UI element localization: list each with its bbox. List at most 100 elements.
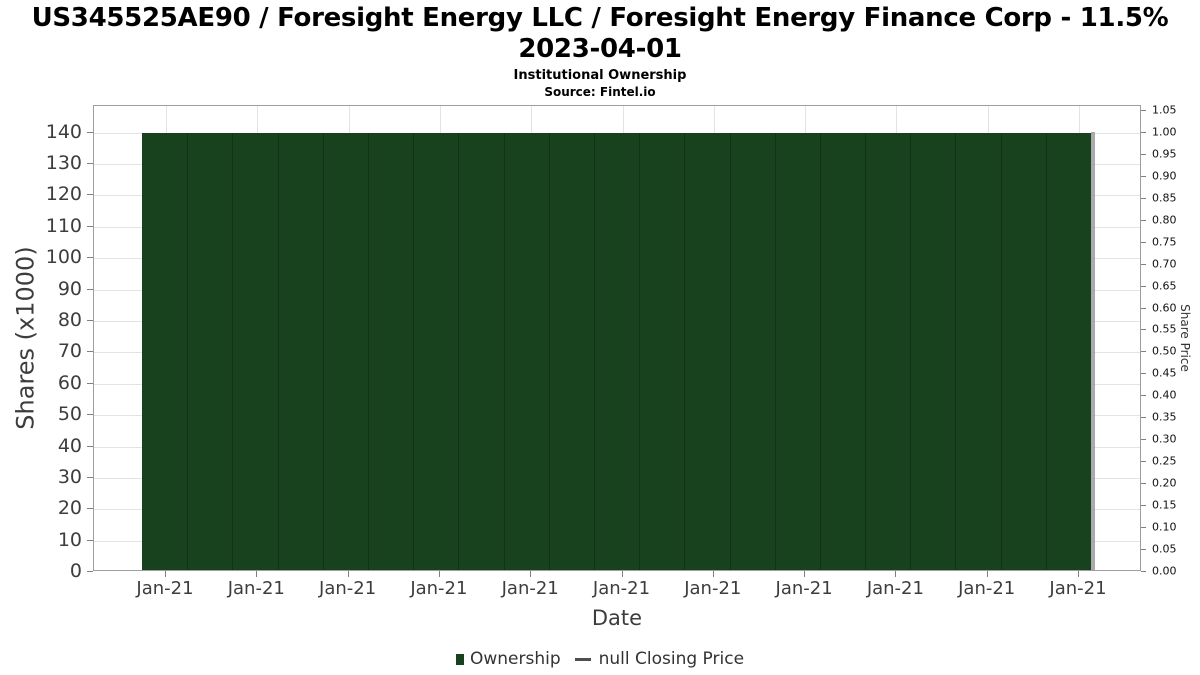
bar-separator [774,132,776,570]
right-tick-label: 0.30 [1152,432,1177,446]
right-tick-label: 0.95 [1152,147,1177,161]
left-tick-mark [87,194,93,196]
right-tick-label: 0.25 [1152,454,1177,468]
right-tick-label: 0.15 [1152,498,1177,512]
right-axis-title-text: Share Price [1178,304,1192,372]
right-tick-mark [1141,307,1146,309]
x-tick-label: Jan-21 [775,578,833,599]
right-tick-mark [1141,285,1146,287]
x-tick-mark [804,571,806,577]
right-tick-mark [1141,527,1146,529]
right-tick-mark [1141,483,1146,485]
legend-ownership-label: Ownership [469,649,561,669]
right-tick-mark [1141,417,1146,419]
left-tick-mark [87,571,93,572]
x-tick-label: Jan-21 [227,578,285,599]
bar-separator [458,132,460,570]
bar-separator [187,132,189,570]
right-tick-mark [1141,109,1146,111]
bar-separator [413,132,415,570]
right-axis-title: Share Price [1168,105,1200,571]
left-tick-mark [87,476,93,478]
x-tick-mark [621,571,623,577]
left-tick-label: 20 [57,497,82,520]
left-tick-label: 130 [45,152,82,175]
right-tick-label: 0.85 [1152,191,1177,205]
left-tick-label: 120 [45,183,82,206]
bar-separator [322,132,324,570]
left-tick-label: 90 [57,277,82,300]
right-tick-label: 0.05 [1152,542,1177,556]
x-tick-label: Jan-21 [410,578,468,599]
left-tick-label: 70 [57,340,82,363]
chart-subtitle: Institutional Ownership [513,68,687,83]
right-tick-label: 0.80 [1152,213,1177,227]
x-tick-mark [438,571,440,577]
bar-separator [232,132,234,570]
left-tick-mark [87,288,93,290]
right-tick-label: 0.45 [1152,366,1177,380]
right-tick-mark [1141,373,1146,375]
right-tick-label: 1.05 [1152,103,1177,117]
right-tick-mark [1141,241,1146,243]
x-tick-mark [530,571,532,577]
left-tick-mark [87,163,93,165]
right-tick-mark [1141,351,1146,353]
right-tick-label: 1.00 [1152,125,1177,139]
chart-title: US345525AE90 / Foresight Energy LLC / Fo… [0,3,1200,65]
legend-ownership-swatch [455,653,464,665]
left-tick-label: 10 [57,528,82,551]
bar-separator [639,132,641,570]
right-tick-mark [1141,395,1146,397]
left-tick-mark [87,225,93,227]
right-tick-label: 0.65 [1152,279,1177,292]
left-tick-mark [87,414,93,416]
left-tick-mark [87,508,93,510]
legend: Ownership null Closing Price [0,646,1200,672]
right-tick-mark [1141,197,1146,199]
x-tick-mark [347,571,349,577]
left-tick-mark [87,445,93,447]
bar-separator [684,132,686,570]
bar-separator [548,132,550,570]
bar-separator [955,132,957,570]
bar-separator [729,132,731,570]
right-tick-mark [1141,153,1146,155]
bar-separator [865,132,866,570]
x-tick-mark [712,571,714,577]
right-tick-label: 0.00 [1152,564,1177,578]
right-tick-mark [1141,263,1146,265]
bar-separator [819,132,821,570]
chart-title-line1: US345525AE90 / Foresight Energy LLC / Fo… [31,3,1169,33]
right-tick-mark [1141,461,1146,463]
right-tick-mark [1141,329,1146,331]
right-tick-mark [1141,439,1146,441]
right-tick-mark [1141,219,1146,221]
right-tick-mark [1141,505,1146,507]
right-tick-label: 0.70 [1152,257,1177,271]
legend-price-label: null Closing Price [598,649,745,669]
left-tick-label: 30 [57,465,82,488]
right-tick-mark [1141,131,1146,133]
left-tick-label: 50 [57,403,82,426]
left-tick-mark [87,539,93,541]
left-tick-mark [87,351,93,353]
right-tick-mark [1141,175,1146,177]
left-tick-label: 110 [45,214,82,237]
right-tick-mark [1141,571,1146,572]
x-tick-label: Jan-21 [684,578,742,599]
chart-title-line2: 2023-04-01 [518,34,682,64]
right-tick-label: 0.60 [1152,301,1177,314]
right-tick-label: 0.90 [1152,169,1177,183]
right-tick-label: 0.40 [1152,388,1177,402]
x-tick-label: Jan-21 [319,578,377,599]
bar-separator [593,132,595,570]
x-axis-title: Date [591,606,643,630]
x-tick-mark [256,571,258,577]
legend-price-line-icon [574,657,591,661]
bar-separator [910,132,912,570]
chart-source: Source: Fintel.io [544,85,656,99]
bar-separator [277,132,279,570]
right-tick-label: 0.35 [1152,410,1177,424]
bar-separator [1045,132,1047,570]
